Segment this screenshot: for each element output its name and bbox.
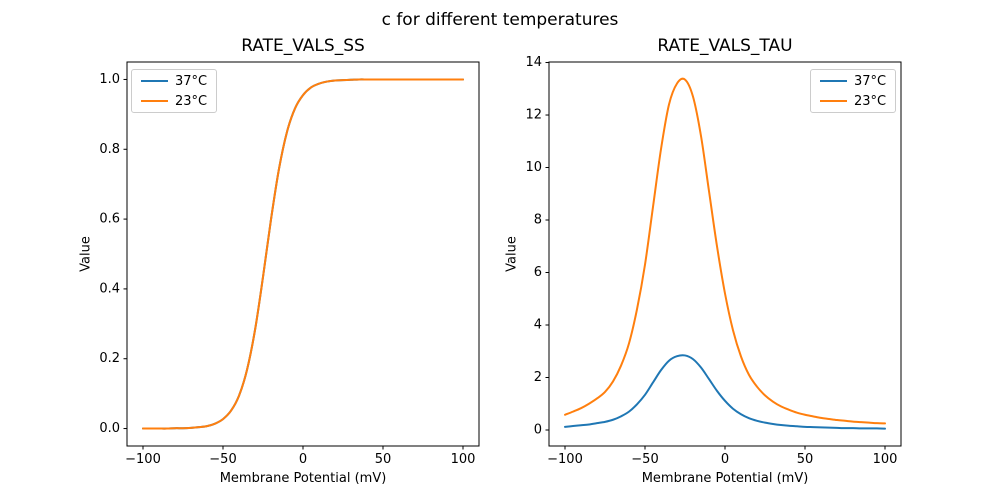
y-tick-label: 0.6 [99, 212, 120, 227]
legend-row: 37°C [820, 73, 886, 90]
axes-spines [548, 61, 902, 447]
y-tick-label: 2 [534, 370, 542, 385]
x-tick-label: 100 [873, 452, 898, 467]
x-tick-label: 50 [375, 452, 392, 467]
legend-line-23c [141, 100, 168, 102]
y-tick-label: 8 [534, 213, 542, 228]
curve-37c [564, 354, 886, 430]
x-tick-label: 50 [797, 452, 814, 467]
legend-line-37c [141, 80, 168, 82]
y-tick-label: 0.0 [99, 421, 120, 436]
x-tick-label: −50 [209, 452, 236, 467]
legend-line-37c [820, 80, 847, 82]
y-tick-label: 14 [525, 55, 542, 70]
y-tick-label: 0.4 [99, 281, 120, 296]
y-tick-label: 4 [534, 317, 542, 332]
y-tick-label: 6 [534, 265, 542, 280]
legend-label-37c: 37°C [175, 73, 208, 89]
subplot-left: −100 −50 0 50 100 0.0 0.2 0.4 0.6 0.8 1.0 [99, 61, 480, 467]
legend-row: 37°C [141, 73, 207, 90]
curve-23c [564, 77, 886, 425]
axes-spines [126, 61, 480, 447]
y-tick-label: 10 [525, 160, 542, 175]
subplot-right: −100 −50 0 50 100 0 2 4 6 8 10 12 14 [525, 55, 902, 467]
x-tick-label: 100 [451, 452, 476, 467]
legend-line-23c [820, 100, 847, 102]
right-xaxis-label: Membrane Potential (mV) [641, 471, 809, 486]
x-tick-label: −50 [631, 452, 658, 467]
x-tick-label: 0 [299, 452, 307, 467]
legend-row: 23°C [820, 93, 886, 110]
x-tick-label: 0 [721, 452, 729, 467]
legend-label-37c: 37°C [854, 73, 887, 89]
y-tick-label: 0.8 [99, 142, 120, 157]
curve-37c [142, 78, 464, 430]
y-tick-label: 12 [525, 108, 542, 123]
left-yaxis-label: Value [78, 236, 94, 272]
x-tick-label: −100 [547, 452, 583, 467]
figure-title: c for different temperatures [381, 10, 619, 30]
y-tick-label: 0 [534, 422, 542, 437]
curve-23c [142, 78, 464, 430]
y-tick-label: 1.0 [99, 72, 120, 87]
y-tick-label: 0.2 [99, 351, 120, 366]
left-legend: 37°C 23°C [131, 69, 218, 113]
x-tick-label: −100 [125, 452, 161, 467]
legend-row: 23°C [141, 93, 207, 110]
legend-label-23c: 23°C [854, 93, 887, 109]
legend-label-23c: 23°C [175, 93, 208, 109]
left-subplot-title: RATE_VALS_SS [241, 36, 365, 56]
right-subplot-title: RATE_VALS_TAU [657, 36, 793, 56]
right-yaxis-label: Value [504, 236, 520, 272]
left-xaxis-label: Membrane Potential (mV) [219, 471, 387, 486]
right-legend: 37°C 23°C [810, 69, 897, 113]
